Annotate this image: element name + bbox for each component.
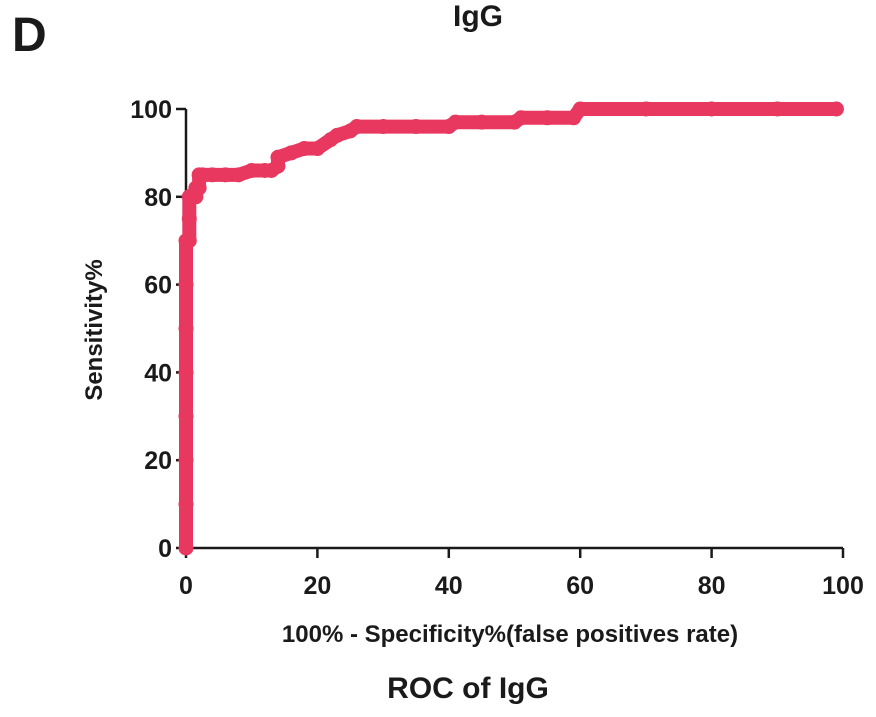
axes xyxy=(184,109,843,550)
y-tick-label: 80 xyxy=(144,184,172,212)
roc-point xyxy=(181,211,197,227)
roc-point xyxy=(408,119,424,135)
roc-point xyxy=(178,364,194,380)
roc-point xyxy=(474,114,490,130)
series-layer xyxy=(178,101,844,556)
roc-point xyxy=(178,540,194,556)
roc-point xyxy=(178,496,194,512)
y-tick-label: 40 xyxy=(144,359,172,387)
roc-point xyxy=(349,119,365,135)
y-tick-label: 20 xyxy=(144,447,172,475)
x-tick-label: 60 xyxy=(566,572,594,600)
roc-point xyxy=(309,141,325,157)
x-tick-label: 100 xyxy=(822,572,864,600)
roc-point xyxy=(375,119,391,135)
roc-point xyxy=(178,408,194,424)
x-tick-label: 20 xyxy=(303,572,331,600)
roc-point xyxy=(539,110,555,126)
roc-point xyxy=(704,101,720,117)
roc-point xyxy=(231,167,247,183)
roc-point xyxy=(178,452,194,468)
roc-point xyxy=(178,321,194,336)
roc-point xyxy=(191,180,207,196)
roc-point xyxy=(270,149,286,165)
roc-point xyxy=(217,167,233,183)
y-tick-label: 60 xyxy=(144,272,172,300)
roc-point xyxy=(638,101,654,117)
roc-point xyxy=(769,101,785,117)
x-tick-label: 80 xyxy=(698,572,726,600)
roc-point xyxy=(244,162,260,178)
roc-point xyxy=(204,167,220,183)
y-tick-label: 0 xyxy=(158,535,172,563)
roc-point xyxy=(329,127,345,143)
roc-point xyxy=(283,145,299,161)
x-axis-label: 100% - Specificity%(false positives rate… xyxy=(282,621,738,648)
ticks: 0 20 40 60 80 100 0 20 40 60 80 100 xyxy=(130,96,864,600)
x-tick-label: 40 xyxy=(435,572,463,600)
figure-caption: ROC of IgG xyxy=(387,672,549,705)
roc-point xyxy=(513,110,529,126)
roc-point xyxy=(296,141,312,157)
x-tick-label: 0 xyxy=(179,572,193,600)
chart-title: IgG xyxy=(453,0,503,33)
roc-point xyxy=(572,101,588,117)
roc-point xyxy=(181,233,197,249)
roc-point xyxy=(828,101,844,117)
panel-label: D xyxy=(12,9,47,62)
roc-curve-line xyxy=(179,102,844,555)
roc-point xyxy=(447,114,463,130)
roc-point xyxy=(178,277,194,293)
y-tick-label: 100 xyxy=(130,96,172,124)
y-axis-label: Sensitivity% xyxy=(81,259,108,400)
